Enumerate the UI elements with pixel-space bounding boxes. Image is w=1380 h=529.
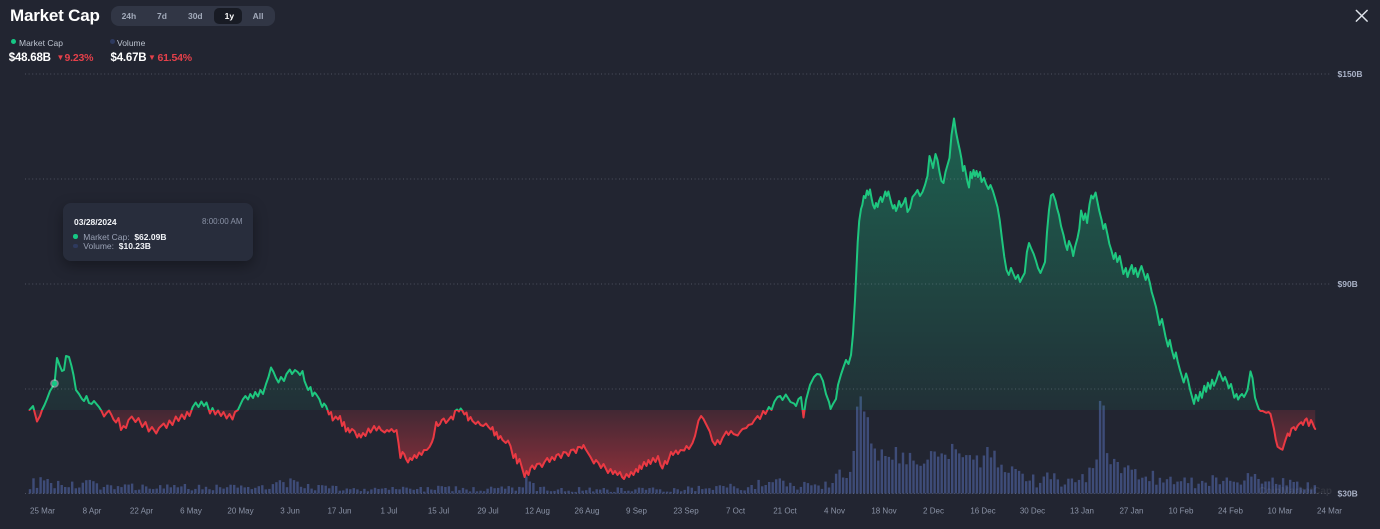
svg-text:$150B: $150B [1338, 69, 1363, 79]
svg-text:4 Nov: 4 Nov [824, 507, 845, 516]
svg-text:26 Aug: 26 Aug [575, 507, 600, 516]
svg-text:$90B: $90B [1338, 279, 1358, 289]
svg-text:2 Dec: 2 Dec [923, 507, 944, 516]
svg-text:1 Jul: 1 Jul [381, 507, 398, 516]
svg-text:24 Mar: 24 Mar [1317, 507, 1342, 516]
svg-text:15 Jul: 15 Jul [428, 507, 450, 516]
svg-text:10 Mar: 10 Mar [1268, 507, 1293, 516]
svg-text:29 Jul: 29 Jul [477, 507, 499, 516]
svg-text:7 Oct: 7 Oct [726, 507, 746, 516]
svg-text:30 Dec: 30 Dec [1020, 507, 1045, 516]
svg-text:23 Sep: 23 Sep [673, 507, 699, 516]
svg-text:25 Mar: 25 Mar [30, 507, 55, 516]
svg-text:8 Apr: 8 Apr [83, 507, 102, 516]
svg-text:21 Oct: 21 Oct [773, 507, 797, 516]
svg-text:20 May: 20 May [227, 507, 253, 516]
svg-text:18 Nov: 18 Nov [871, 507, 896, 516]
svg-text:10 Feb: 10 Feb [1169, 507, 1194, 516]
svg-text:24 Feb: 24 Feb [1218, 507, 1243, 516]
svg-text:27 Jan: 27 Jan [1119, 507, 1143, 516]
svg-text:$30B: $30B [1338, 489, 1358, 499]
svg-text:17 Jun: 17 Jun [327, 507, 351, 516]
svg-text:13 Jan: 13 Jan [1070, 507, 1094, 516]
svg-text:9 Sep: 9 Sep [626, 507, 647, 516]
svg-text:3 Jun: 3 Jun [280, 507, 300, 516]
svg-text:6 May: 6 May [180, 507, 202, 516]
svg-text:16 Dec: 16 Dec [970, 507, 995, 516]
svg-text:CoinMarketCap: CoinMarketCap [1259, 486, 1332, 497]
svg-text:12 Aug: 12 Aug [525, 507, 550, 516]
svg-text:22 Apr: 22 Apr [130, 507, 153, 516]
